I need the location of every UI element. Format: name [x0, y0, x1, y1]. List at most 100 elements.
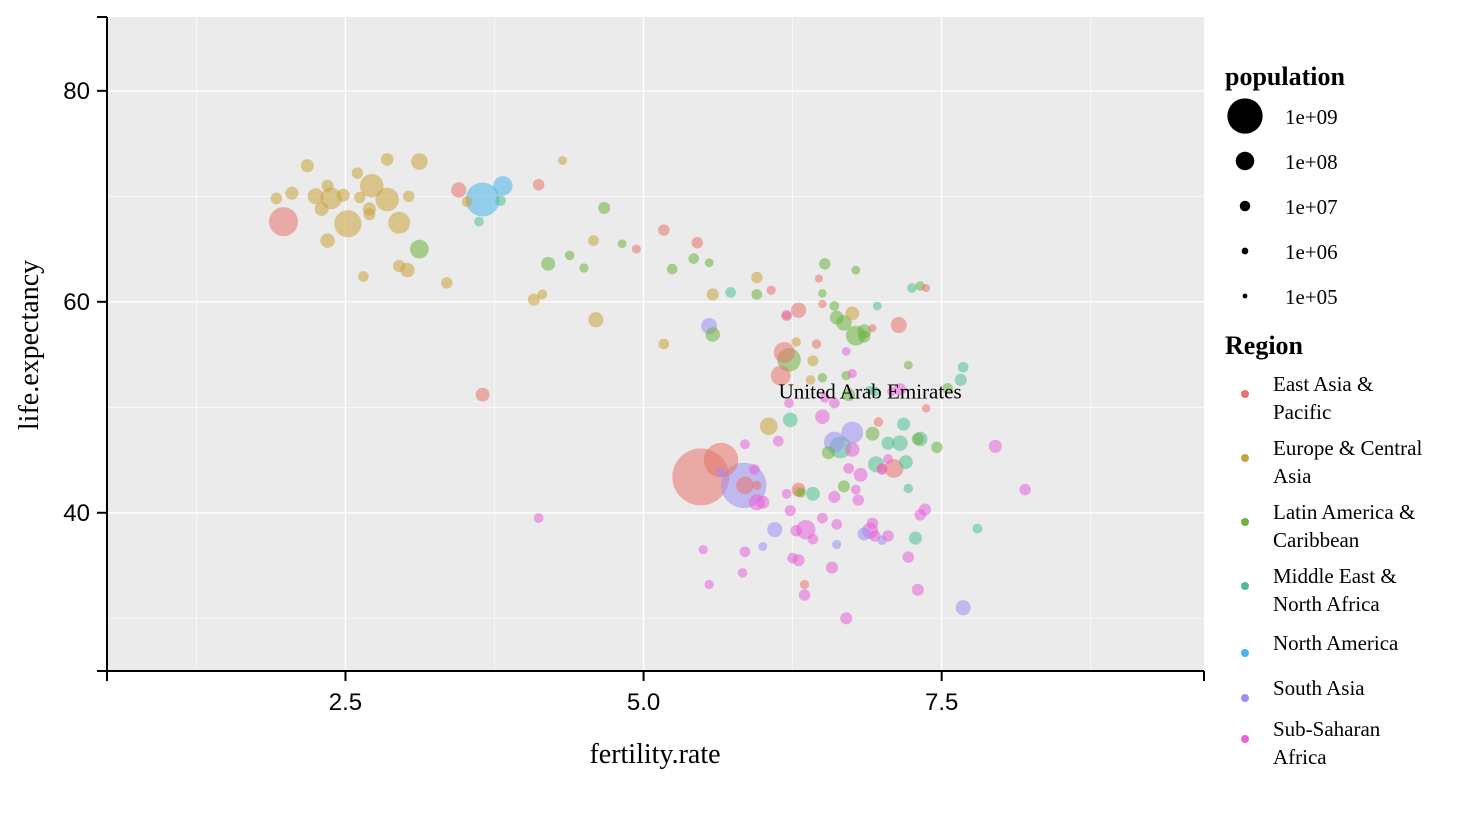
data-point [759, 417, 778, 436]
size-legend-symbol [1235, 151, 1255, 171]
data-point [781, 488, 792, 499]
data-point [402, 190, 415, 203]
region-legend-label: North Africa [1273, 592, 1380, 616]
data-point [770, 365, 791, 386]
region-legend-label: Middle East & [1273, 564, 1397, 588]
region-legend-symbol [1241, 649, 1249, 657]
region-legend-symbol [1241, 518, 1249, 526]
data-point [541, 256, 556, 271]
data-point [807, 355, 819, 367]
data-point [842, 388, 856, 402]
region-legend-symbol [1241, 454, 1249, 462]
data-point [758, 542, 768, 551]
data-point [411, 153, 428, 170]
data-point [359, 173, 384, 198]
data-point [851, 265, 861, 275]
data-point [363, 208, 376, 221]
data-point [807, 533, 819, 545]
data-point [300, 159, 314, 173]
data-point [815, 409, 830, 425]
data-point [840, 612, 853, 625]
data-point [532, 178, 545, 191]
data-point [475, 387, 490, 402]
data-point [495, 195, 506, 206]
x-tick-label: 2.5 [329, 689, 362, 716]
region-legend-label: South Asia [1273, 676, 1365, 700]
data-point [358, 271, 369, 282]
data-point [876, 464, 888, 475]
data-point [716, 467, 726, 478]
data-point [865, 426, 880, 441]
size-legend-title: population [1225, 62, 1345, 91]
data-point [837, 480, 850, 493]
data-point [631, 244, 641, 254]
data-point [884, 459, 904, 478]
region-legend-label: Africa [1273, 745, 1327, 769]
data-point [872, 301, 882, 311]
region-legend-symbol [1241, 694, 1249, 702]
data-point [791, 302, 807, 318]
data-point [772, 435, 784, 447]
data-point [852, 494, 864, 506]
data-point [751, 271, 763, 284]
data-point [588, 235, 599, 246]
data-point [409, 239, 429, 259]
data-point [883, 454, 893, 464]
data-point [908, 531, 922, 545]
size-legend-label: 1e+06 [1285, 240, 1338, 264]
region-legend-symbol [1241, 390, 1249, 398]
data-point [558, 156, 567, 165]
data-point [942, 382, 953, 394]
y-tick-label: 80 [63, 78, 90, 105]
size-legend-symbol [1239, 200, 1251, 212]
data-point [957, 361, 969, 373]
data-point [805, 375, 816, 385]
region-legend-label: Sub-Saharan [1273, 717, 1381, 741]
data-point [890, 316, 907, 334]
data-point [740, 439, 750, 450]
data-point [868, 324, 877, 333]
data-point [705, 327, 721, 342]
data-point [658, 224, 670, 236]
data-point [818, 299, 827, 309]
data-point [336, 188, 350, 202]
data-point [832, 539, 842, 550]
data-point [321, 179, 334, 192]
data-point [270, 192, 283, 205]
color-legend-title: Region [1225, 331, 1304, 360]
data-point [858, 330, 871, 343]
data-point [829, 397, 840, 409]
data-point [320, 233, 335, 248]
data-point [892, 435, 908, 451]
data-point [922, 284, 931, 293]
data-point [451, 182, 467, 198]
data-point [782, 311, 792, 320]
data-point [844, 442, 860, 457]
size-legend-symbol [1241, 247, 1249, 255]
axes: 2.5 5.0 7.5 40 60 80 [63, 16, 1205, 716]
data-point [845, 306, 860, 321]
data-point [751, 289, 763, 300]
y-tick-label: 60 [63, 289, 90, 316]
data-point [380, 153, 394, 166]
data-point [818, 289, 827, 298]
data-point [931, 441, 943, 454]
data-point [893, 383, 906, 396]
data-point [527, 293, 540, 306]
region-legend-label: East Asia & [1273, 372, 1373, 396]
data-point [703, 442, 739, 478]
data-point [737, 568, 748, 578]
data-point [268, 207, 299, 237]
data-point [857, 527, 871, 541]
data-point [798, 589, 811, 601]
data-point [877, 535, 887, 545]
size-legend: 1e+09 1e+08 1e+07 1e+06 1e+05 [1227, 98, 1338, 309]
data-point [903, 360, 913, 370]
data-point [688, 253, 700, 264]
region-legend-label: Latin America & [1273, 500, 1415, 524]
data-point [564, 250, 575, 261]
data-point [375, 187, 399, 212]
size-legend-label: 1e+09 [1285, 105, 1338, 129]
data-point [805, 486, 820, 501]
